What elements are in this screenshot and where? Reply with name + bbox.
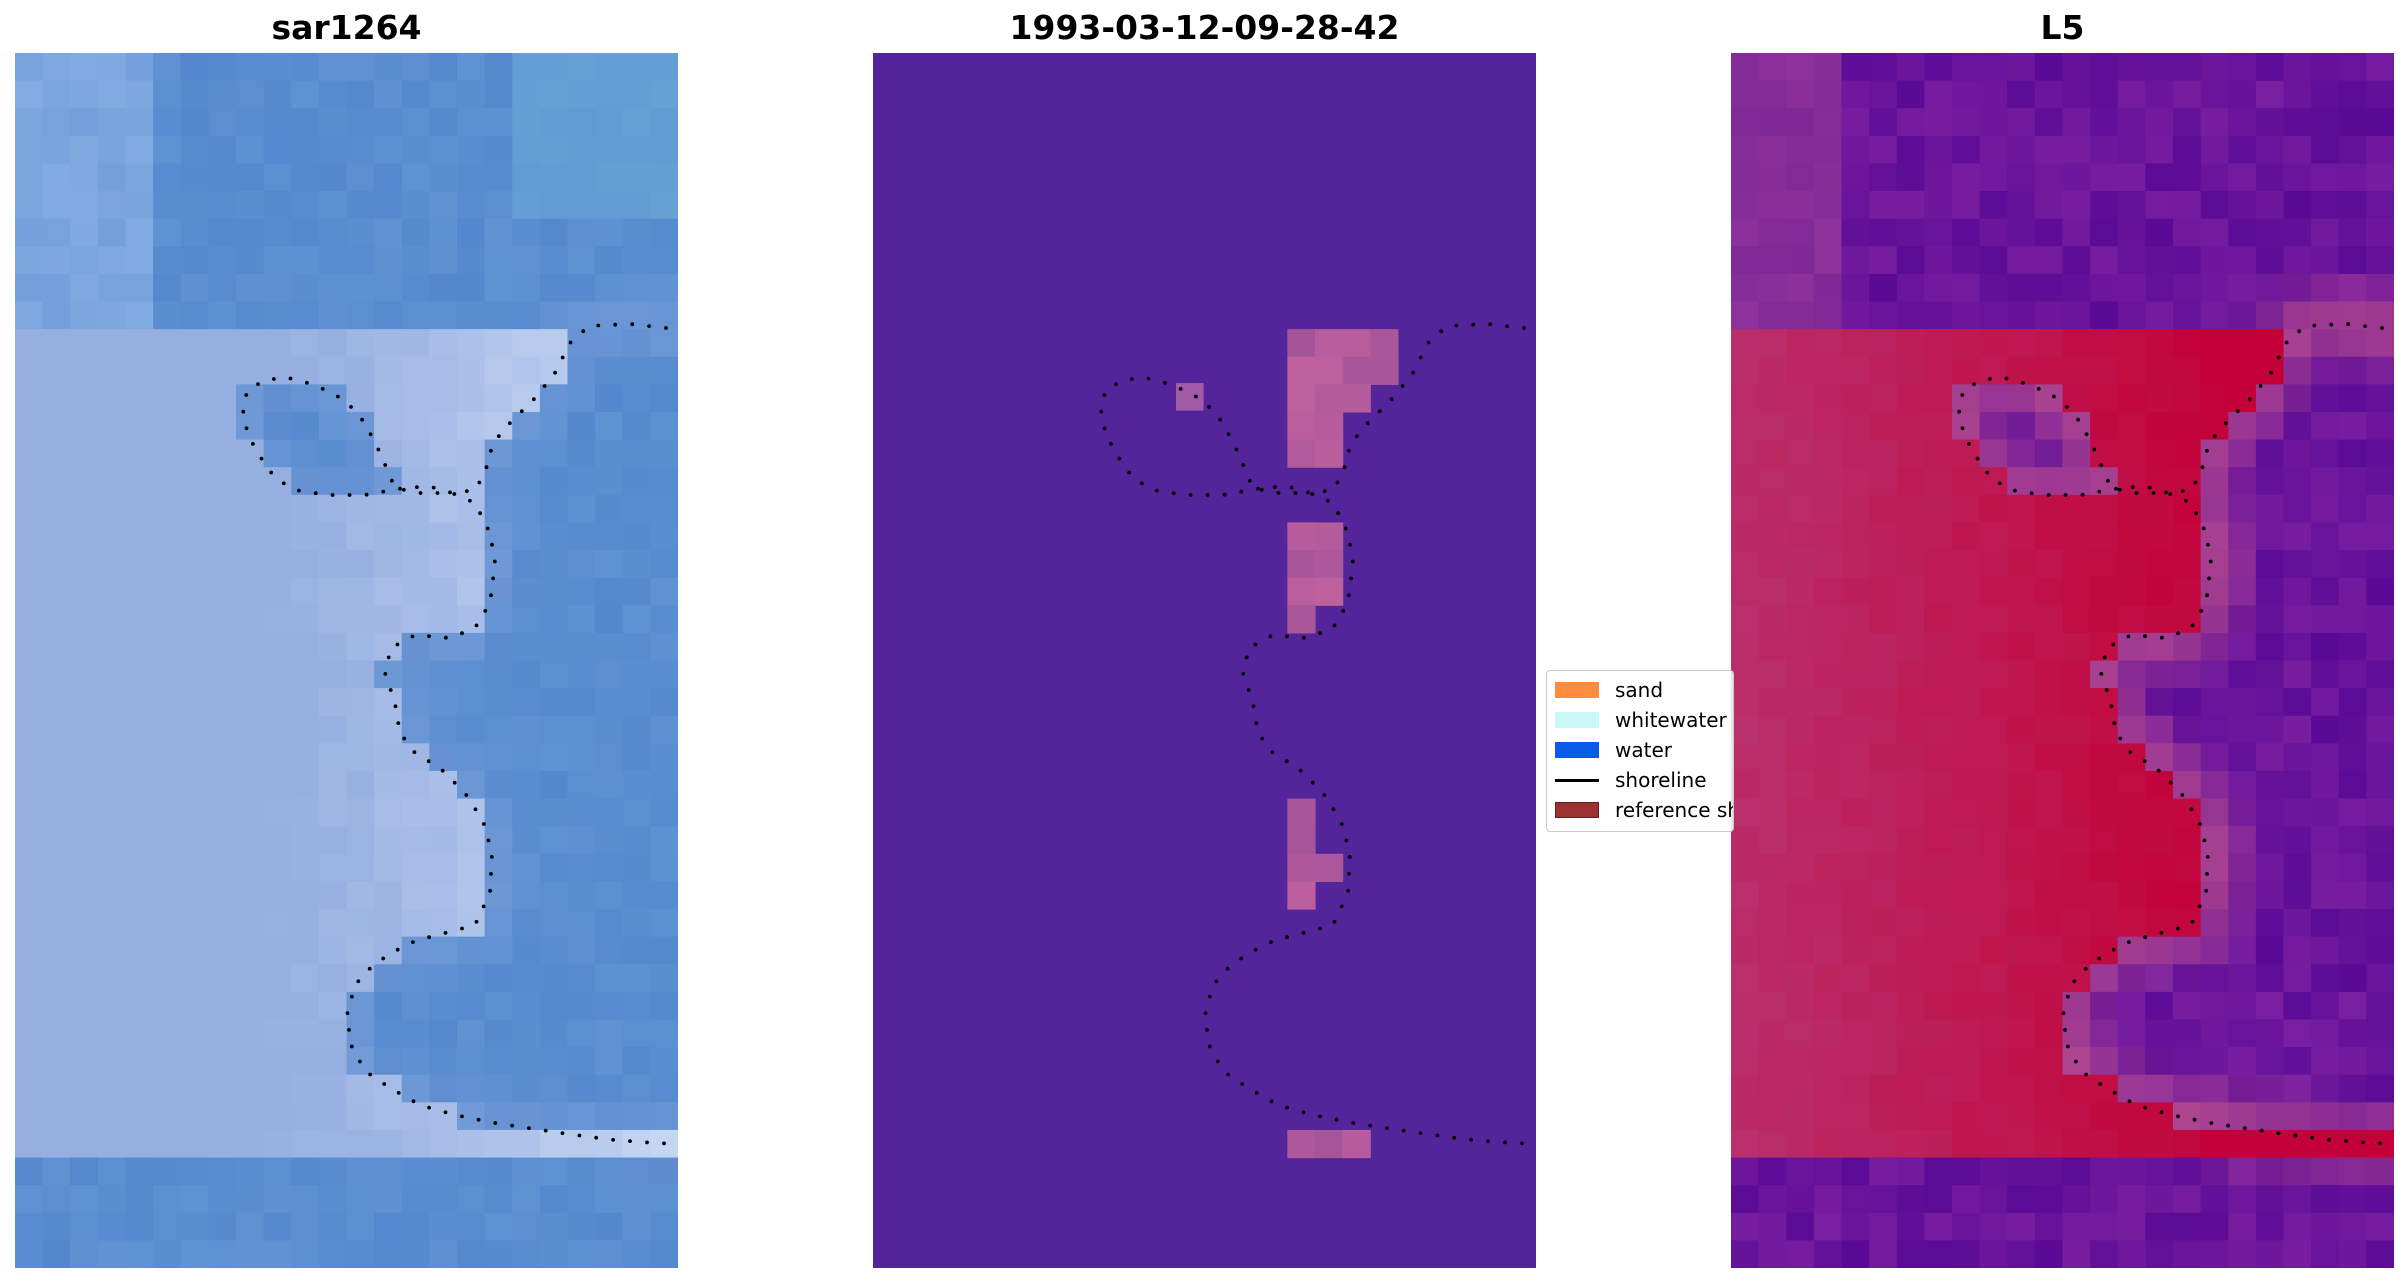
legend-item-sand: sand [1555, 677, 1663, 703]
legend-item-water: water [1555, 737, 1672, 763]
shoreline-dots [1099, 322, 1526, 1146]
shoreline-line-icon [1555, 778, 1599, 782]
panel-rgb: sar1264 [15, 0, 678, 1283]
whitewater-swatch [1555, 712, 1599, 728]
legend-label-sand: sand [1615, 678, 1664, 702]
legend-label-reference-shoreline: reference shoreline [1615, 798, 1733, 822]
legend-label-water: water [1615, 738, 1672, 762]
panel-classification: 1993-03-12-09-28-42 [873, 0, 1536, 1283]
legend-label-whitewater: whitewater [1615, 708, 1727, 732]
panel-index: L5 [1731, 0, 2394, 1283]
sand-swatch [1555, 682, 1599, 698]
reference-shoreline-swatch [1555, 802, 1599, 818]
rgb-image [15, 53, 678, 1268]
legend-item-reference-shoreline: reference shoreline [1555, 797, 1733, 823]
shoreline-dots [1957, 322, 2384, 1146]
panel-title-classification: 1993-03-12-09-28-42 [1009, 8, 1400, 47]
shoreline-dots [241, 322, 668, 1146]
legend: sand whitewater water shoreline referenc… [1546, 670, 1734, 832]
legend-item-whitewater: whitewater [1555, 707, 1727, 733]
panel-title-rgb: sar1264 [271, 8, 422, 47]
classification-image [873, 53, 1536, 1268]
water-swatch [1555, 742, 1599, 758]
index-image [1731, 53, 2394, 1268]
legend-item-shoreline: shoreline [1555, 767, 1707, 793]
panel-title-index: L5 [2040, 8, 2085, 47]
legend-label-shoreline: shoreline [1615, 768, 1707, 792]
